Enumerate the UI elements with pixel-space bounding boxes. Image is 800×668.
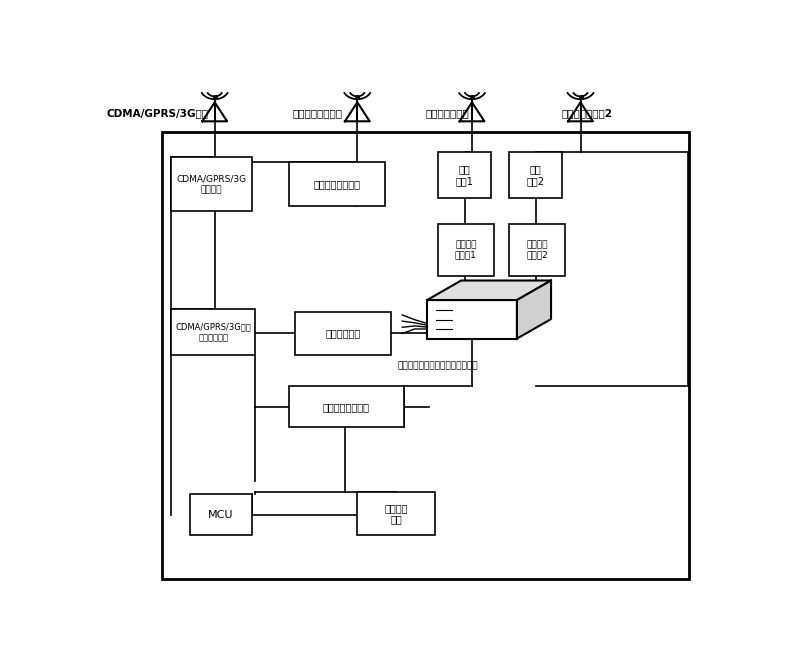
Bar [171,309,255,355]
Bar [171,158,252,211]
Text: 无线自组网天线2: 无线自组网天线2 [562,109,613,119]
Text: CDMA/GPRS/3G天线: CDMA/GPRS/3G天线 [106,109,208,119]
Bar [190,494,252,535]
Text: 天线
接口1: 天线 接口1 [455,164,473,186]
Text: 全球卫星定位模块: 全球卫星定位模块 [314,179,361,189]
Bar [162,132,689,579]
Text: 无线电功
放大器2: 无线电功 放大器2 [526,240,548,260]
Bar [427,300,517,339]
Bar [289,162,386,206]
Text: 无线自组网天线: 无线自组网天线 [426,109,470,119]
Bar [438,152,490,198]
Text: 天线
接口2: 天线 接口2 [526,164,545,186]
Polygon shape [427,281,551,300]
Bar [358,492,435,535]
Text: MCU: MCU [208,510,234,520]
Text: CDMA/GPRS/3G等种
无线通信模块: CDMA/GPRS/3G等种 无线通信模块 [175,323,251,342]
Text: CDMA/GPRS/3G
天线接口: CDMA/GPRS/3G 天线接口 [177,174,246,194]
Text: 无线电功
放大器1: 无线电功 放大器1 [455,240,477,260]
Bar [510,224,565,276]
Text: 网络控制接口模块: 网络控制接口模块 [323,401,370,411]
Bar [510,152,562,198]
Bar [289,386,404,428]
Text: 电源控制模块: 电源控制模块 [326,329,361,339]
Bar [438,224,494,276]
Bar [295,311,391,355]
Polygon shape [517,281,551,339]
Text: 视频会议
设备: 视频会议 设备 [384,503,408,524]
Text: 多手段无线通信路由调度管理模块: 多手段无线通信路由调度管理模块 [398,362,478,371]
Text: 全球卫星定位天线: 全球卫星定位天线 [292,109,342,119]
